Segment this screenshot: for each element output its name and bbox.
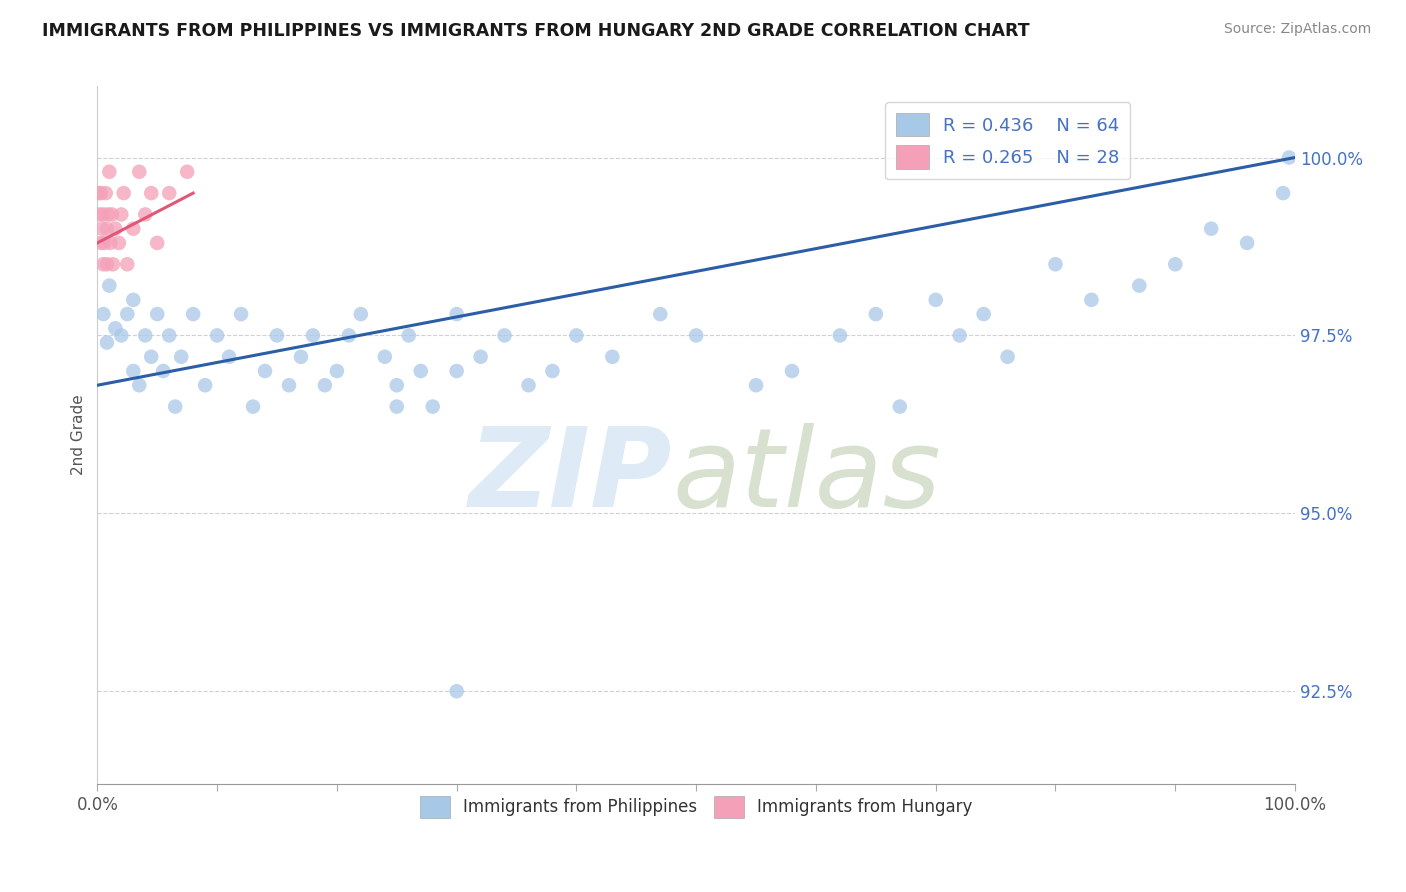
Point: [650, 307, 672, 321]
Point: [165, 400, 187, 414]
Point: [97, 207, 120, 221]
Point: [422, 400, 444, 414]
Point: [101, 257, 124, 271]
Point: [302, 328, 325, 343]
Point: [229, 307, 252, 321]
Point: [152, 364, 174, 378]
Point: [374, 350, 396, 364]
Point: [94, 186, 117, 200]
Point: [146, 235, 169, 250]
Point: [91, 307, 114, 321]
Point: [112, 186, 135, 200]
Point: [1199, 221, 1222, 235]
Text: ZIP: ZIP: [468, 424, 672, 531]
Point: [146, 307, 169, 321]
Point: [100, 207, 122, 221]
Point: [98, 278, 121, 293]
Point: [242, 400, 264, 414]
Point: [96, 257, 118, 271]
Point: [780, 364, 803, 378]
Point: [141, 350, 163, 364]
Point: [122, 221, 145, 235]
Point: [997, 350, 1019, 364]
Point: [949, 328, 972, 343]
Point: [91, 221, 114, 235]
Y-axis label: 2nd Grade: 2nd Grade: [72, 394, 86, 475]
Point: [517, 378, 540, 392]
Point: [446, 307, 468, 321]
Point: [89, 207, 111, 221]
Text: atlas: atlas: [672, 424, 941, 531]
Point: [314, 378, 336, 392]
Point: [1045, 257, 1067, 271]
Point: [494, 328, 516, 343]
Point: [104, 221, 127, 235]
Point: [117, 307, 139, 321]
Point: [253, 364, 276, 378]
Legend: Immigrants from Philippines, Immigrants from Hungary: Immigrants from Philippines, Immigrants …: [413, 789, 979, 824]
Point: [1278, 151, 1301, 165]
Point: [181, 307, 204, 321]
Point: [117, 257, 139, 271]
Point: [122, 364, 145, 378]
Point: [828, 328, 851, 343]
Point: [141, 186, 163, 200]
Point: [602, 350, 624, 364]
Point: [409, 364, 432, 378]
Point: [685, 328, 707, 343]
Point: [541, 364, 564, 378]
Point: [398, 328, 420, 343]
Point: [194, 378, 217, 392]
Point: [134, 207, 156, 221]
Point: [385, 400, 408, 414]
Point: [350, 307, 373, 321]
Point: [157, 328, 180, 343]
Point: [96, 221, 118, 235]
Point: [1080, 293, 1102, 307]
Point: [110, 207, 132, 221]
Point: [128, 378, 150, 392]
Point: [90, 186, 112, 200]
Point: [91, 207, 114, 221]
Point: [278, 378, 301, 392]
Point: [100, 235, 122, 250]
Text: IMMIGRANTS FROM PHILIPPINES VS IMMIGRANTS FROM HUNGARY 2ND GRADE CORRELATION CHA: IMMIGRANTS FROM PHILIPPINES VS IMMIGRANT…: [42, 22, 1029, 40]
Point: [91, 257, 114, 271]
Point: [745, 378, 768, 392]
Point: [925, 293, 948, 307]
Point: [385, 378, 408, 392]
Point: [176, 165, 198, 179]
Point: [470, 350, 492, 364]
Point: [104, 321, 127, 335]
Point: [446, 364, 468, 378]
Point: [337, 328, 360, 343]
Point: [108, 235, 131, 250]
Point: [446, 684, 468, 698]
Point: [565, 328, 588, 343]
Point: [326, 364, 349, 378]
Point: [1272, 186, 1295, 200]
Point: [1128, 278, 1150, 293]
Point: [96, 335, 118, 350]
Point: [157, 186, 180, 200]
Point: [266, 328, 288, 343]
Point: [290, 350, 312, 364]
Point: [87, 186, 110, 200]
Point: [128, 165, 150, 179]
Point: [1164, 257, 1187, 271]
Point: [98, 165, 121, 179]
Point: [973, 307, 995, 321]
Point: [205, 328, 228, 343]
Point: [889, 400, 911, 414]
Point: [865, 307, 887, 321]
Point: [122, 293, 145, 307]
Point: [170, 350, 193, 364]
Text: Source: ZipAtlas.com: Source: ZipAtlas.com: [1223, 22, 1371, 37]
Point: [218, 350, 240, 364]
Point: [90, 235, 112, 250]
Point: [134, 328, 156, 343]
Point: [93, 235, 115, 250]
Point: [1236, 235, 1258, 250]
Point: [110, 328, 132, 343]
